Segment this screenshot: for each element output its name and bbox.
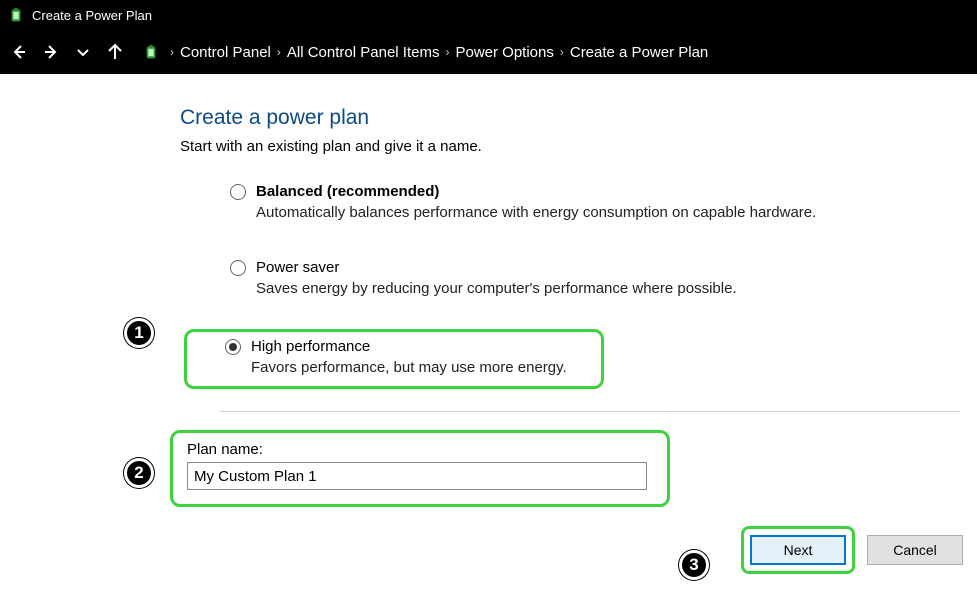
chevron-right-icon: ›: [277, 45, 281, 59]
breadcrumb-item[interactable]: Control Panel: [180, 44, 271, 61]
plan-name-input[interactable]: [187, 462, 647, 490]
breadcrumb-item[interactable]: All Control Panel Items: [287, 44, 440, 61]
plan-desc: Automatically balances performance with …: [256, 204, 947, 221]
plan-option-balanced[interactable]: Balanced (recommended) Automatically bal…: [220, 177, 957, 231]
location-battery-icon: [142, 43, 160, 61]
divider: [220, 411, 960, 412]
breadcrumb: › Control Panel › All Control Panel Item…: [170, 44, 708, 61]
breadcrumb-item[interactable]: Create a Power Plan: [570, 44, 708, 61]
nav-forward-button[interactable]: [42, 43, 60, 61]
plan-label: Power saver: [256, 259, 339, 276]
window-title: Create a Power Plan: [32, 8, 152, 23]
cancel-button[interactable]: Cancel: [867, 535, 963, 565]
battery-icon: [8, 7, 24, 23]
plan-name-block: Plan name:: [170, 430, 670, 507]
plan-desc: Favors performance, but may use more ene…: [251, 359, 591, 376]
chevron-right-icon: ›: [170, 45, 174, 59]
nav-back-button[interactable]: [10, 43, 28, 61]
page-title: Create a power plan: [180, 106, 957, 130]
page-subtitle: Start with an existing plan and give it …: [180, 138, 957, 155]
radio-saver[interactable]: [230, 260, 246, 276]
window-titlebar: Create a Power Plan: [0, 0, 977, 30]
next-button[interactable]: Next: [750, 535, 846, 565]
callout-badge-1: 1: [124, 318, 154, 348]
plan-label: High performance: [251, 338, 370, 355]
plan-desc: Saves energy by reducing your computer's…: [256, 280, 947, 297]
next-highlight: Next: [741, 526, 855, 574]
breadcrumb-item[interactable]: Power Options: [455, 44, 553, 61]
chevron-right-icon: ›: [560, 45, 564, 59]
radio-balanced[interactable]: [230, 184, 246, 200]
callout-badge-2: 2: [124, 458, 154, 488]
nav-bar: › Control Panel › All Control Panel Item…: [0, 30, 977, 74]
plan-option-high[interactable]: High performance Favors performance, but…: [184, 329, 604, 389]
nav-recent-dropdown[interactable]: [74, 43, 92, 61]
chevron-right-icon: ›: [445, 45, 449, 59]
plan-label: Balanced (recommended): [256, 183, 439, 200]
footer-buttons: 3 Next Cancel: [729, 526, 963, 574]
nav-up-button[interactable]: [106, 43, 124, 61]
plan-option-saver[interactable]: Power saver Saves energy by reducing you…: [220, 253, 957, 307]
callout-badge-3: 3: [679, 550, 709, 580]
plan-name-label: Plan name:: [187, 441, 653, 458]
nav-arrows: [10, 43, 124, 61]
radio-high[interactable]: [225, 339, 241, 355]
